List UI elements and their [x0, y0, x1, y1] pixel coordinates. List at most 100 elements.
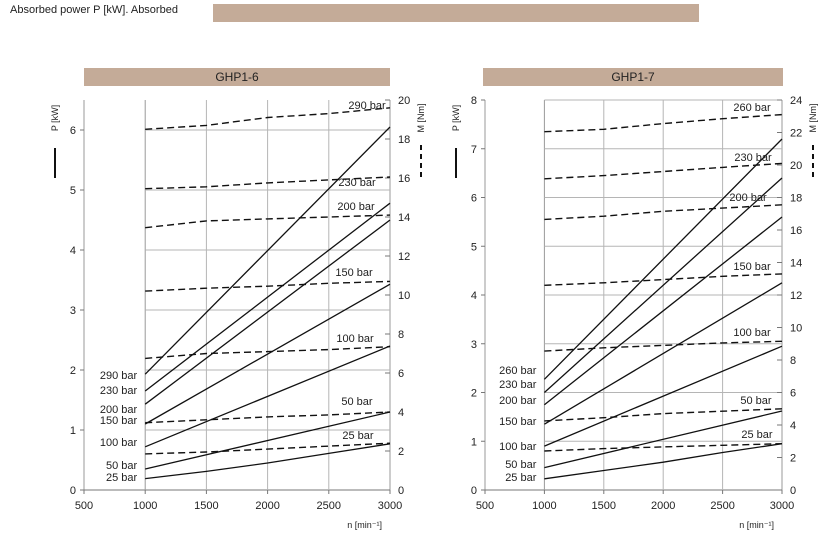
y-tick-label-right: 14 [790, 258, 802, 270]
torque-series-label: 25 bar [342, 430, 374, 442]
torque-series-label: 100 bar [336, 333, 374, 345]
power-series-label: 260 bar [499, 365, 537, 377]
power-series-line-260-bar [543, 138, 783, 380]
torque-series-label: 230 bar [338, 177, 376, 189]
y-tick-label-left: 5 [70, 185, 76, 197]
chart-title: GHP1-6 [215, 70, 259, 84]
torque-series-line-290-bar [145, 107, 391, 130]
y-tick-label-right: 18 [398, 134, 410, 146]
torque-series-label: 150 bar [335, 267, 373, 279]
power-series-label: 290 bar [100, 370, 138, 382]
x-tick-label: 2000 [255, 500, 279, 512]
chart-title-bar [483, 68, 783, 86]
power-series-label: 50 bar [106, 460, 138, 472]
torque-series-line-50-bar [145, 411, 391, 424]
power-series-line-150-bar [144, 283, 391, 425]
torque-series-line-200-bar [145, 214, 391, 229]
power-series-label: 100 bar [100, 437, 138, 449]
torque-series-label: 200 bar [729, 192, 767, 204]
power-series-line-100-bar [144, 345, 391, 448]
y-tick-label-right: 18 [790, 193, 802, 205]
power-series-label: 25 bar [106, 472, 138, 484]
torque-series-line-200-bar [544, 204, 783, 221]
torque-series-line-100-bar [544, 340, 783, 352]
torque-series-line-150-bar [544, 273, 783, 286]
power-series-label: 200 bar [100, 404, 138, 416]
y-tick-label-left: 4 [70, 245, 76, 257]
torque-series-label: 25 bar [741, 429, 773, 441]
x-tick-label: 1000 [532, 500, 556, 512]
y-tick-label-left: 1 [70, 425, 76, 437]
y-tick-label-right: 0 [790, 485, 796, 497]
x-tick-label: 1500 [194, 500, 218, 512]
chart-title-bar [84, 68, 390, 86]
torque-series-line-260-bar [544, 113, 783, 133]
y-tick-label-right: 4 [790, 420, 796, 432]
y-tick-label-right: 12 [398, 251, 410, 263]
torque-series-label: 100 bar [733, 327, 771, 339]
torque-series-label: 200 bar [337, 201, 375, 213]
y-tick-label-right: 22 [790, 128, 802, 140]
x-tick-label: 1000 [133, 500, 157, 512]
x-tick-label: 500 [75, 500, 93, 512]
power-series-line-50-bar [544, 410, 783, 469]
torque-series-line-25-bar [145, 442, 391, 455]
y-tick-label-left: 6 [70, 125, 76, 137]
power-series-line-230-bar [144, 202, 391, 392]
x-tick-label: 3000 [378, 500, 402, 512]
y-tick-label-right: 20 [790, 160, 802, 172]
power-series-label: 150 bar [100, 415, 138, 427]
y-tick-label-right: 14 [398, 212, 410, 224]
y-axis-label-right: M [Nm] [808, 104, 818, 133]
power-series-line-200-bar [543, 216, 783, 406]
header-bar [213, 4, 699, 22]
torque-series-line-25-bar [544, 443, 783, 452]
torque-series-label: 50 bar [740, 395, 772, 407]
y-axis-label-right: M [Nm] [416, 104, 426, 133]
y-tick-label-right: 24 [790, 95, 802, 107]
y-tick-label-right: 0 [398, 485, 404, 497]
y-axis-label-left: P [kW] [50, 105, 60, 131]
y-axis-label-left: P [kW] [451, 105, 461, 131]
y-tick-label-right: 8 [790, 355, 796, 367]
x-tick-label: 2000 [651, 500, 675, 512]
torque-series-line-150-bar [145, 280, 391, 292]
torque-series-line-100-bar [145, 346, 391, 360]
y-tick-label-left: 4 [471, 290, 477, 302]
torque-series-line-230-bar [145, 176, 391, 190]
power-series-label: 25 bar [505, 472, 537, 484]
y-tick-label-right: 2 [790, 453, 796, 465]
x-tick-label: 1500 [592, 500, 616, 512]
y-tick-label-right: 2 [398, 446, 404, 458]
power-series-label: 200 bar [499, 395, 537, 407]
power-series-label: 150 bar [499, 416, 537, 428]
y-tick-label-left: 2 [70, 365, 76, 377]
y-tick-label-right: 6 [790, 388, 796, 400]
y-tick-label-left: 1 [471, 436, 477, 448]
x-axis-label: n [min⁻¹] [739, 520, 774, 530]
y-tick-label-right: 8 [398, 329, 404, 341]
power-series-line-230-bar [543, 177, 783, 393]
power-series-line-50-bar [145, 411, 391, 470]
y-tick-label-left: 8 [471, 95, 477, 107]
y-tick-label-left: 7 [471, 144, 477, 156]
y-tick-label-right: 12 [790, 290, 802, 302]
y-tick-label-left: 5 [471, 241, 477, 253]
power-series-label: 230 bar [499, 379, 537, 391]
x-tick-label: 2500 [317, 500, 341, 512]
y-tick-label-left: 0 [471, 485, 477, 497]
y-tick-label-left: 2 [471, 388, 477, 400]
y-tick-label-right: 6 [398, 368, 404, 380]
y-tick-label-right: 10 [398, 290, 410, 302]
power-series-line-200-bar [144, 219, 391, 405]
torque-series-label: 150 bar [733, 261, 771, 273]
power-series-label: 100 bar [499, 441, 537, 453]
torque-series-label: 50 bar [341, 396, 373, 408]
power-series-line-100-bar [544, 345, 783, 447]
power-series-label: 230 bar [100, 385, 138, 397]
x-tick-label: 500 [476, 500, 494, 512]
y-tick-label-left: 0 [70, 485, 76, 497]
y-tick-label-right: 4 [398, 407, 404, 419]
